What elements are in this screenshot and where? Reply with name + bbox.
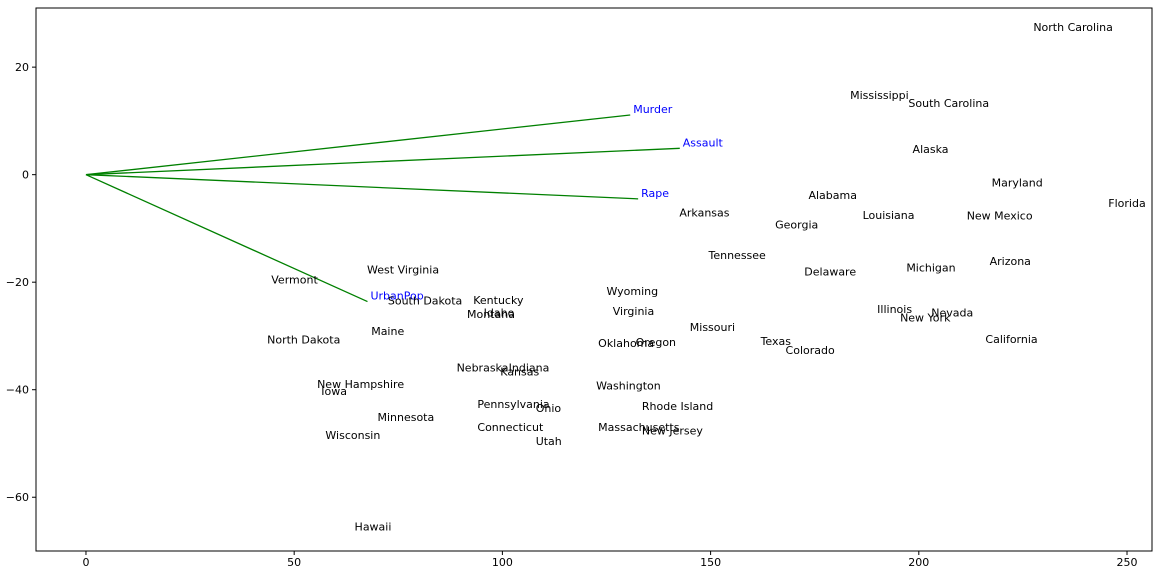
- y-axis-ticks: −60 −40 −20 0 20: [6, 61, 36, 504]
- vector-label: Murder: [633, 103, 673, 116]
- point-label: Oregon: [636, 336, 676, 349]
- point-label: New Jersey: [642, 425, 704, 438]
- point-label: Oklahoma: [598, 337, 654, 350]
- point-label: California: [985, 333, 1037, 346]
- point-label: Maryland: [992, 177, 1043, 190]
- point-label: Connecticut: [477, 421, 544, 434]
- point-label: New Mexico: [967, 210, 1033, 223]
- point-label: Ohio: [536, 402, 562, 415]
- x-tick-label: 100: [492, 556, 513, 569]
- point-label: Minnesota: [377, 411, 434, 424]
- x-tick-label: 200: [908, 556, 929, 569]
- y-tick-label: 20: [15, 61, 29, 74]
- vector-label: Assault: [683, 136, 724, 149]
- point-label: Iowa: [321, 385, 347, 398]
- point-label: West Virginia: [367, 263, 439, 276]
- point-label: Arizona: [990, 255, 1031, 268]
- x-tick-label: 150: [700, 556, 721, 569]
- point-label: Colorado: [786, 344, 835, 357]
- point-label: Indiana: [509, 362, 550, 375]
- point-label: Wisconsin: [325, 429, 380, 442]
- loading-vectors: Murder Assault Rape UrbanPop: [85, 103, 724, 303]
- point-label: Georgia: [775, 219, 818, 232]
- point-label: Alaska: [913, 143, 949, 156]
- point-label: Arkansas: [679, 206, 729, 219]
- point-label: New York: [900, 312, 951, 325]
- point-label: New Hampshire: [317, 378, 404, 391]
- point-label: Massachusetts: [598, 421, 680, 434]
- x-axis-ticks: 0 50 100 150 200 250: [82, 551, 1138, 569]
- point-label: Michigan: [906, 262, 955, 275]
- vector-arrow: [85, 174, 368, 303]
- x-tick-label: 250: [1117, 556, 1138, 569]
- point-label: Kentucky: [473, 294, 524, 307]
- vector-label: UrbanPop: [370, 290, 423, 303]
- point-label: Nebraska: [457, 362, 509, 375]
- plot-frame: [35, 7, 1153, 552]
- point-label: Texas: [760, 335, 792, 348]
- point-label: North Dakota: [267, 334, 340, 347]
- point-label: Kansas: [500, 365, 539, 378]
- x-tick-label: 50: [287, 556, 301, 569]
- point-label: Nevada: [931, 306, 973, 319]
- point-label: Washington: [596, 379, 661, 392]
- point-label: Illinois: [877, 303, 912, 316]
- point-label: Idaho: [484, 306, 515, 319]
- y-tick-label: −40: [6, 384, 29, 397]
- vector-arrow: [85, 114, 631, 176]
- point-label: South Dakota: [388, 294, 462, 307]
- point-label: Mississippi: [850, 89, 909, 102]
- point-label: Delaware: [804, 265, 856, 278]
- point-label: Alabama: [808, 189, 857, 202]
- point-label: Tennessee: [708, 249, 767, 262]
- vector-label: Rape: [641, 187, 669, 200]
- point-label: Rhode Island: [642, 400, 713, 413]
- y-tick-label: −60: [6, 491, 29, 504]
- x-tick-label: 0: [82, 556, 89, 569]
- vector-arrow: [85, 174, 639, 200]
- point-label: Maine: [371, 325, 404, 338]
- point-label: South Carolina: [908, 97, 989, 110]
- point-label: Vermont: [271, 274, 318, 287]
- point-label: Montana: [467, 308, 515, 321]
- plot-background: [36, 8, 1152, 551]
- vector-arrow: [85, 147, 680, 176]
- point-label: Missouri: [690, 321, 735, 334]
- y-tick-label: 0: [22, 169, 29, 182]
- point-label: Hawaii: [355, 520, 392, 533]
- point-label: North Carolina: [1033, 21, 1113, 34]
- point-label: Wyoming: [606, 285, 658, 298]
- point-label: Florida: [1108, 197, 1145, 210]
- y-tick-label: −20: [6, 276, 29, 289]
- point-label: Louisiana: [863, 209, 915, 222]
- point-label: Pennsylvania: [477, 398, 549, 411]
- point-label: Virginia: [613, 305, 654, 318]
- point-label: Utah: [536, 435, 562, 448]
